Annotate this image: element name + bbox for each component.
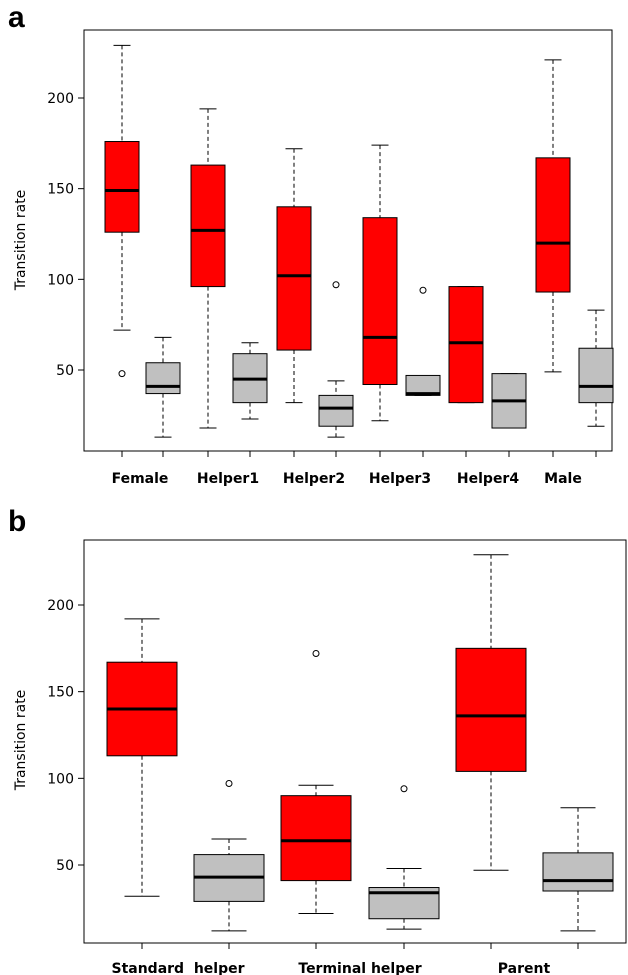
- box-body: [542, 852, 614, 892]
- y-tick-label: 150: [47, 685, 74, 701]
- box-7: [362, 144, 398, 422]
- box-4: [368, 785, 440, 930]
- box-body: [145, 362, 181, 395]
- panel-a: a Transition rate 50 100 150 200 Female Helpe…: [8, 1, 614, 487]
- box-body: [578, 347, 614, 404]
- box-body: [362, 217, 398, 386]
- box-body: [448, 286, 484, 404]
- box-body: [405, 374, 441, 396]
- panel-b: b Transition rate 50 100 150 200 Standard he…: [8, 505, 627, 975]
- x-tick-label: Helper1: [197, 471, 259, 487]
- y-tick-label: 50: [56, 363, 74, 379]
- outlier-point: [118, 370, 126, 378]
- y-tick-label: 150: [47, 182, 74, 198]
- outlier-point: [332, 281, 340, 289]
- x-tick-label: Terminal helper: [298, 961, 421, 975]
- box-4: [232, 342, 268, 420]
- y-tick-label: 100: [47, 771, 74, 787]
- box-body: [190, 164, 226, 288]
- box-body: [535, 157, 571, 293]
- box-body: [276, 206, 312, 351]
- y-tick-label: 50: [56, 858, 74, 874]
- y-axis-title: Transition rate: [13, 690, 29, 792]
- y-tick-label: 200: [47, 91, 74, 107]
- box-3: [280, 650, 352, 915]
- box-body: [104, 141, 140, 233]
- box-3: [190, 108, 226, 429]
- box-12: [578, 309, 614, 427]
- x-tick-label: Standard helper: [111, 961, 244, 975]
- outlier-point: [312, 650, 320, 658]
- x-tick-label: Helper4: [457, 471, 519, 487]
- outlier-point: [419, 286, 427, 294]
- box-body: [280, 795, 352, 882]
- x-tick-label: Male: [544, 471, 582, 487]
- panel-label: a: [8, 1, 25, 34]
- box-body: [455, 647, 527, 772]
- y-tick-label: 200: [47, 598, 74, 614]
- x-tick-label: Helper3: [369, 471, 431, 487]
- box-2: [145, 336, 181, 438]
- outlier-point: [400, 785, 408, 793]
- x-tick-label: Helper2: [283, 471, 345, 487]
- box-1: [104, 44, 140, 378]
- box-6: [542, 807, 614, 932]
- box-11: [535, 59, 571, 373]
- box-5: [455, 554, 527, 871]
- y-axis-title: Transition rate: [13, 190, 29, 292]
- box-5: [276, 148, 312, 404]
- box-body: [318, 394, 354, 427]
- x-tick-label: Parent: [498, 961, 551, 975]
- box-8: [405, 286, 441, 396]
- outlier-point: [225, 780, 233, 788]
- panel-label: b: [8, 505, 26, 538]
- box-2: [193, 780, 265, 932]
- x-tick-label: Female: [112, 471, 169, 487]
- box-6: [318, 281, 354, 438]
- y-tick-label: 100: [47, 272, 74, 288]
- box-9: [448, 286, 484, 404]
- box-1: [106, 618, 178, 897]
- box-10: [491, 373, 527, 429]
